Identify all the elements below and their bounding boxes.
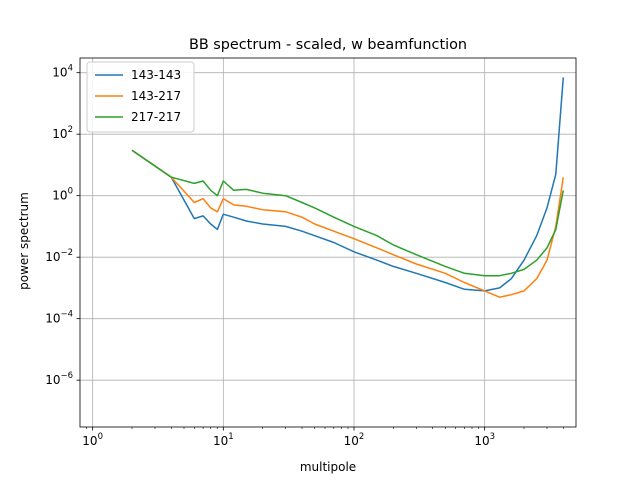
series-group (131, 77, 565, 298)
legend: 143-143 143-217 217-217 (86, 61, 195, 133)
x-tick-label: 101 (213, 432, 234, 448)
axis-ticks: 100 101 102 103 10−6 10−4 10−2 100 102 104 (45, 64, 564, 448)
y-tick-label: 100 (52, 187, 73, 203)
y-tick-label: 104 (52, 64, 73, 80)
x-tick-label: 103 (474, 432, 495, 448)
grid-lines (80, 58, 576, 427)
x-tick-label: 100 (82, 432, 103, 448)
legend-box (86, 61, 195, 133)
y-tick-label: 10−2 (45, 248, 73, 264)
legend-label: 143-143 (131, 68, 181, 82)
x-axis-title: multipole (300, 460, 356, 474)
y-axis-title: power spectrum (17, 192, 31, 290)
legend-label: 217-217 (131, 110, 181, 124)
y-tick-label: 102 (52, 125, 73, 141)
legend-label: 143-217 (131, 89, 181, 103)
plot-frame (79, 57, 577, 428)
y-tick-label: 10−6 (45, 371, 73, 387)
y-tick-label: 10−4 (45, 310, 73, 326)
chart-title: BB spectrum - scaled, w beamfunction (189, 37, 467, 53)
x-tick-label: 102 (344, 432, 365, 448)
series-line-143-217 (131, 149, 565, 298)
series-line-217-217 (131, 149, 565, 277)
series-line-143-143 (131, 77, 565, 292)
